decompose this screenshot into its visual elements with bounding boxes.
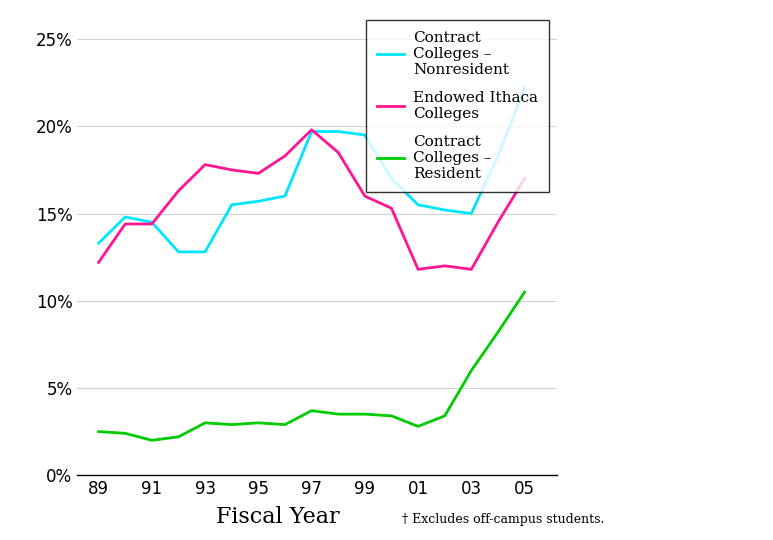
Endowed Ithaca
Colleges	[334, 149, 343, 156]
Contract
Colleges –
Resident	[174, 434, 183, 440]
Contract
Colleges –
Nonresident	[227, 201, 237, 208]
Endowed Ithaca
Colleges	[307, 126, 316, 133]
Contract
Colleges –
Resident	[414, 423, 423, 430]
Contract
Colleges –
Nonresident	[493, 153, 502, 159]
Contract
Colleges –
Resident	[307, 407, 316, 414]
Endowed Ithaca
Colleges	[281, 153, 290, 159]
Contract
Colleges –
Resident	[121, 430, 130, 436]
Contract
Colleges –
Nonresident	[440, 207, 449, 213]
Contract
Colleges –
Resident	[147, 437, 156, 443]
Endowed Ithaca
Colleges	[386, 205, 396, 212]
Contract
Colleges –
Resident	[254, 420, 263, 426]
Text: † Excludes off-campus students.: † Excludes off-campus students.	[402, 514, 604, 526]
Contract
Colleges –
Nonresident	[467, 210, 476, 217]
Endowed Ithaca
Colleges	[467, 266, 476, 273]
Contract
Colleges –
Nonresident	[334, 129, 343, 135]
Contract
Colleges –
Resident	[227, 421, 237, 428]
Contract
Colleges –
Resident	[467, 367, 476, 374]
Contract
Colleges –
Nonresident	[147, 219, 156, 226]
Contract
Colleges –
Nonresident	[386, 176, 396, 182]
Line: Contract
Colleges –
Resident: Contract Colleges – Resident	[99, 292, 525, 440]
Contract
Colleges –
Nonresident	[121, 214, 130, 220]
Endowed Ithaca
Colleges	[147, 221, 156, 227]
Contract
Colleges –
Resident	[334, 411, 343, 417]
Contract
Colleges –
Nonresident	[254, 198, 263, 205]
Contract
Colleges –
Resident	[386, 413, 396, 419]
Endowed Ithaca
Colleges	[121, 221, 130, 227]
Contract
Colleges –
Nonresident	[94, 240, 104, 246]
Legend: Contract
Colleges –
Nonresident, Endowed Ithaca
Colleges, Contract
Colleges –
Re: Contract Colleges – Nonresident, Endowed…	[366, 20, 549, 192]
Endowed Ithaca
Colleges	[360, 193, 369, 199]
Endowed Ithaca
Colleges	[414, 266, 423, 273]
Endowed Ithaca
Colleges	[520, 176, 530, 182]
Endowed Ithaca
Colleges	[174, 187, 183, 194]
Contract
Colleges –
Nonresident	[281, 193, 290, 199]
Text: Fiscal Year: Fiscal Year	[216, 506, 340, 528]
Contract
Colleges –
Resident	[440, 413, 449, 419]
Contract
Colleges –
Resident	[200, 420, 209, 426]
Contract
Colleges –
Nonresident	[520, 85, 530, 91]
Contract
Colleges –
Resident	[94, 428, 104, 435]
Contract
Colleges –
Resident	[520, 289, 530, 295]
Contract
Colleges –
Resident	[281, 421, 290, 428]
Contract
Colleges –
Nonresident	[307, 129, 316, 135]
Contract
Colleges –
Nonresident	[360, 132, 369, 138]
Line: Contract
Colleges –
Nonresident: Contract Colleges – Nonresident	[99, 88, 525, 252]
Contract
Colleges –
Resident	[493, 329, 502, 335]
Endowed Ithaca
Colleges	[227, 167, 237, 173]
Contract
Colleges –
Nonresident	[174, 248, 183, 255]
Endowed Ithaca
Colleges	[440, 262, 449, 269]
Endowed Ithaca
Colleges	[200, 161, 209, 168]
Contract
Colleges –
Resident	[360, 411, 369, 417]
Endowed Ithaca
Colleges	[254, 170, 263, 177]
Endowed Ithaca
Colleges	[94, 259, 104, 266]
Contract
Colleges –
Nonresident	[414, 201, 423, 208]
Line: Endowed Ithaca
Colleges: Endowed Ithaca Colleges	[99, 130, 525, 269]
Endowed Ithaca
Colleges	[493, 219, 502, 226]
Contract
Colleges –
Nonresident	[200, 248, 209, 255]
